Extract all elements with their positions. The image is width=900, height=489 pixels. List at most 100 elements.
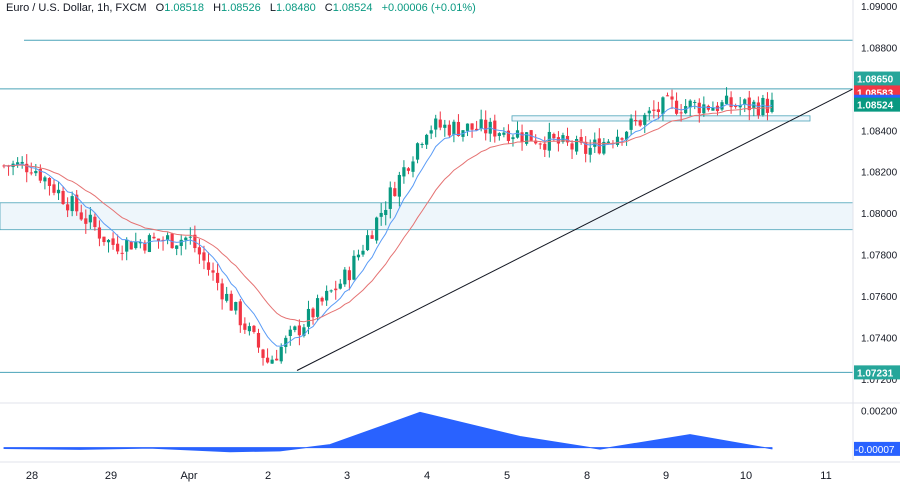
- candle-body: [66, 204, 70, 211]
- candle-body: [656, 109, 660, 112]
- candle-body: [188, 236, 192, 238]
- candle-body: [765, 98, 770, 113]
- candle-body: [34, 170, 38, 174]
- candle-body: [520, 132, 524, 142]
- candle-body: [438, 119, 442, 128]
- candle-body: [425, 134, 429, 145]
- candle-body: [665, 95, 670, 97]
- candle-body: [475, 128, 479, 131]
- price-label-text: 1.08650: [857, 75, 894, 86]
- candle-body: [447, 124, 451, 136]
- price-label-box: [854, 71, 900, 86]
- candle-body: [643, 114, 647, 125]
- candle-body: [702, 104, 706, 114]
- candle-body: [620, 138, 624, 140]
- price-label-box: [854, 365, 900, 380]
- price-tick-label: 1.08400: [861, 126, 898, 137]
- time-tick-label: 9: [663, 470, 669, 482]
- price-tick-label: 1.08800: [861, 43, 898, 54]
- price-tick-label: 1.07600: [861, 292, 898, 303]
- time-tick-label: 29: [105, 470, 117, 482]
- price-label-text: 1.08583: [857, 88, 894, 99]
- candle-body: [538, 143, 542, 145]
- candle-body: [634, 119, 638, 121]
- candle-body: [647, 110, 651, 114]
- candle-body: [343, 269, 347, 285]
- candle-body: [734, 105, 738, 107]
- time-tick-label: 4: [424, 470, 430, 482]
- time-tick-label: 11: [820, 470, 831, 482]
- candle-body: [156, 238, 161, 241]
- candle-body: [311, 308, 315, 318]
- candle-body: [579, 136, 583, 143]
- candle-body: [125, 239, 129, 252]
- candle-body: [711, 107, 715, 111]
- candle-body: [584, 141, 588, 154]
- price-tick-label: 1.08000: [861, 209, 898, 220]
- time-tick-label: 2: [265, 470, 271, 482]
- candle-body: [693, 101, 697, 103]
- candle-body: [347, 270, 351, 281]
- indicator-label-box: [854, 441, 900, 456]
- candle-body: [588, 147, 592, 155]
- candle-body: [352, 255, 356, 280]
- candle-body: [397, 174, 401, 197]
- indicator-area: [3, 411, 773, 453]
- candle-body: [388, 187, 392, 209]
- candle-body: [688, 100, 692, 108]
- candle-body: [720, 102, 724, 110]
- candle-body: [674, 100, 679, 114]
- candle-body: [456, 121, 461, 137]
- candle-body: [184, 237, 188, 241]
- candle-body: [606, 141, 611, 143]
- candle-body: [61, 190, 65, 205]
- candle-body: [288, 329, 292, 337]
- candle-body: [361, 250, 365, 255]
- high-value: 1.08526: [221, 2, 261, 14]
- time-tick-label: 5: [504, 470, 510, 482]
- candle-body: [525, 132, 529, 144]
- candle-body: [43, 177, 47, 182]
- candle-body: [79, 212, 83, 220]
- candle-body: [234, 302, 238, 311]
- candle-body: [443, 124, 447, 128]
- candle-body: [16, 162, 20, 166]
- candle-body: [370, 235, 374, 239]
- candle-body: [38, 168, 42, 181]
- price-tick-label: 1.07200: [861, 375, 898, 386]
- candle-body: [329, 290, 333, 292]
- candle-body: [415, 143, 420, 160]
- candle-body: [502, 132, 506, 135]
- candle-body: [729, 97, 733, 108]
- candle-body: [147, 235, 152, 253]
- candle-body: [225, 293, 229, 301]
- price-tick-label: 1.08200: [861, 168, 898, 179]
- candle-body: [88, 214, 92, 223]
- close-label: C: [324, 2, 333, 14]
- chart-legend: Euro / U.S. Dollar, 1h, FXCM O1.08518 H1…: [6, 1, 476, 15]
- candle-body: [293, 326, 297, 331]
- time-tick-label: 8: [584, 470, 590, 482]
- candle-body: [134, 241, 138, 249]
- candle-body: [261, 349, 265, 358]
- candle-body: [334, 288, 338, 291]
- candle-body: [170, 233, 174, 249]
- candle-body: [661, 97, 665, 115]
- candle-body: [275, 358, 279, 361]
- candle-body: [220, 283, 224, 300]
- candle-body: [93, 216, 97, 228]
- high-label: H: [213, 2, 222, 14]
- candle-body: [152, 236, 156, 239]
- candle-body: [534, 140, 538, 144]
- candle-body: [211, 270, 215, 273]
- candle-body: [175, 245, 179, 249]
- candle-body: [602, 141, 606, 154]
- candle-body: [479, 119, 483, 129]
- trendline: [296, 88, 854, 371]
- candle-body: [270, 359, 274, 364]
- candle-body: [279, 346, 283, 362]
- candle-body: [365, 235, 370, 251]
- candle-body: [724, 95, 729, 104]
- change-value: +0.00006 (+0.01%): [381, 2, 476, 14]
